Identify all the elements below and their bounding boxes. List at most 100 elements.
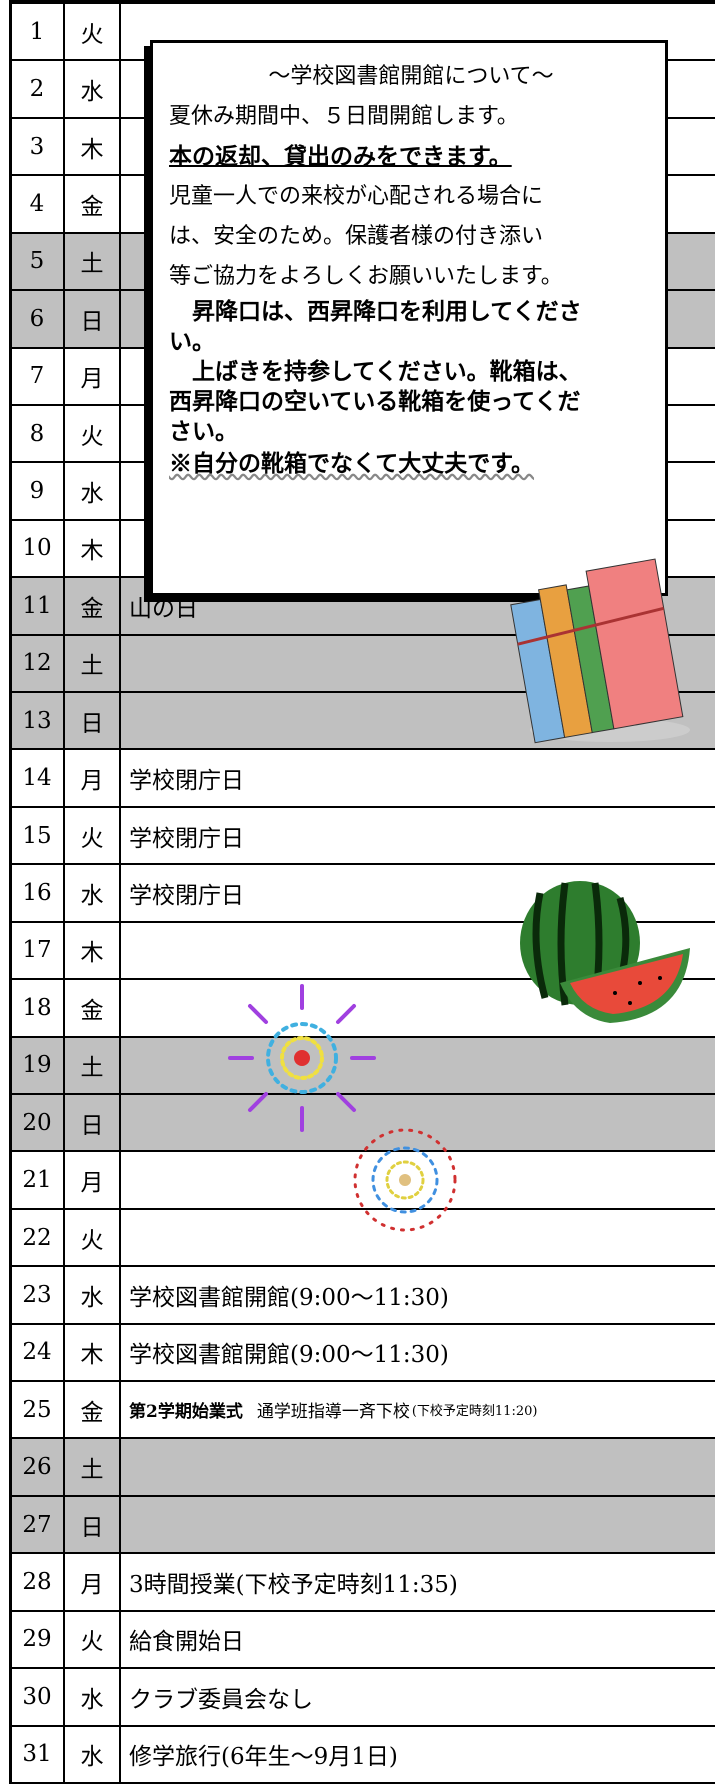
calendar-row: 28 月 3時間授業(下校予定時刻11:35) [11, 1554, 715, 1612]
weekday-cell: 水 [65, 1267, 121, 1323]
weekday-cell: 月 [65, 1554, 121, 1610]
weekday-cell: 木 [65, 520, 121, 577]
day-cell: 13 [11, 693, 65, 749]
day-cell: 18 [11, 980, 65, 1036]
weekday-cell: 日 [65, 291, 121, 347]
weekday-cell: 水 [65, 463, 121, 519]
day-cell: 23 [11, 1267, 65, 1323]
library-notice: ～学校図書館開館について～ 夏休み期間中、５日間開館します。 本の返却、貸出のみをで… [150, 40, 668, 596]
weekday-cell: 日 [65, 1094, 121, 1151]
weekday-cell: 木 [65, 118, 121, 175]
day-cell: 16 [11, 865, 65, 921]
weekday-cell: 火 [65, 4, 121, 60]
day-cell: 26 [11, 1439, 65, 1495]
weekday-cell: 土 [65, 233, 121, 290]
weekday-cell: 火 [65, 1611, 121, 1668]
notice-line: 昇降口は、西昇降口を利用してくださ [169, 298, 582, 325]
weekday-cell: 金 [65, 1382, 121, 1438]
notice-line: 等ご協力をよろしくお願いいたします。 [169, 264, 563, 289]
day-cell: 27 [11, 1496, 65, 1553]
day-cell: 2 [11, 61, 65, 117]
notice-line: ～学校図書館開館について～ [268, 64, 554, 89]
weekday-cell: 水 [65, 1726, 121, 1782]
weekday-cell: 金 [65, 980, 121, 1036]
day-cell: 7 [11, 348, 65, 404]
day-cell: 11 [11, 578, 65, 634]
event-cell: 山の日 [129, 595, 198, 622]
day-cell: 24 [11, 1324, 65, 1381]
day-cell: 12 [11, 635, 65, 692]
event-cell: 学校図書館開館(9:00～11:30) [129, 1342, 449, 1369]
event-part: (下校予定時刻11:20) [411, 1404, 538, 1420]
calendar-row: 14 月学校閉庁日 [11, 750, 715, 808]
day-cell: 15 [11, 807, 65, 864]
event-part: 通学班指導一斉下校 [256, 1402, 410, 1423]
weekday-cell: 水 [65, 1669, 121, 1725]
event-cell: 給食開始日 [129, 1629, 244, 1656]
day-cell: 6 [11, 291, 65, 347]
fireworks-illustration [228, 984, 457, 1232]
calendar-row: 24 木学校図書館開館(9:00～11:30) [11, 1324, 715, 1383]
event-cell: 学校閉庁日 [129, 882, 244, 909]
calendar-row: 29 火給食開始日 [11, 1611, 715, 1670]
event-cell: クラブ委員会なし [129, 1686, 313, 1713]
day-cell: 22 [11, 1209, 65, 1266]
event-cell [121, 1439, 715, 1494]
notice-line: 西昇降口の空いている靴箱を使ってくだ [169, 388, 581, 415]
weekday-cell: 火 [65, 807, 121, 864]
notice-line: 児童一人での来校が心配される場合に [169, 184, 544, 209]
notice-line: 夏休み期間中、５日間開館します。 [169, 104, 519, 129]
event-cell: 学校図書館開館(9:00～11:30) [129, 1284, 449, 1311]
weekday-cell: 火 [65, 1209, 121, 1266]
books-illustration [510, 558, 690, 744]
day-cell: 8 [11, 405, 65, 462]
day-cell: 4 [11, 176, 65, 232]
weekday-cell: 金 [65, 176, 121, 232]
calendar-row: 15 火学校閉庁日 [11, 807, 715, 866]
calendar-row: 30 水クラブ委員会なし [11, 1669, 715, 1727]
watermelon-illustration [520, 881, 690, 1023]
calendar-row: 19 土 [11, 1037, 715, 1095]
calendar-row: 21 月 [11, 1152, 715, 1210]
calendar-row: 17 木 [11, 922, 715, 981]
weekday-cell: 月 [65, 348, 121, 404]
calendar-row: 22 火 [11, 1209, 715, 1268]
weekday-cell: 木 [65, 1324, 121, 1381]
event-cell: 第2学期始業式 通学班指導一斉下校 (下校予定時刻11:20) [121, 1382, 715, 1437]
weekday-cell: 火 [65, 405, 121, 462]
day-cell: 25 [11, 1382, 65, 1438]
weekday-cell: 木 [65, 922, 121, 979]
day-cell: 14 [11, 750, 65, 806]
calendar-row: 25 金第2学期始業式 通学班指導一斉下校 (下校予定時刻11:20) [11, 1382, 715, 1440]
calendar-row: 18 金 [11, 980, 715, 1038]
day-cell: 20 [11, 1094, 65, 1151]
day-cell: 29 [11, 1611, 65, 1668]
weekday-cell: 月 [65, 1152, 121, 1208]
day-cell: 3 [11, 118, 65, 175]
day-cell: 21 [11, 1152, 65, 1208]
event-cell [121, 1497, 715, 1552]
notice-line: い。 [169, 328, 215, 355]
calendar-row: 26 土 [11, 1439, 715, 1497]
weekday-cell: 土 [65, 1037, 121, 1093]
day-cell: 30 [11, 1669, 65, 1725]
event-cell: 学校閉庁日 [129, 825, 244, 852]
day-cell: 10 [11, 520, 65, 577]
event-part: 第2学期始業式 [129, 1402, 243, 1423]
notice-line: ※自分の靴箱でなくて大丈夫です。 [169, 450, 535, 477]
notice-line: 上ばきを持参してください。靴箱は、 [169, 358, 582, 385]
calendar-row: 27 日 [11, 1496, 715, 1555]
calendar-row: 23 水学校図書館開館(9:00～11:30) [11, 1267, 715, 1325]
day-cell: 17 [11, 922, 65, 979]
weekday-cell: 月 [65, 750, 121, 806]
day-cell: 28 [11, 1554, 65, 1610]
event-cell: 修学旅行(6年生～9月1日) [129, 1744, 398, 1771]
calendar-row: 31 水修学旅行(6年生～9月1日) [11, 1726, 715, 1784]
calendar-row: 16 水学校閉庁日 [11, 865, 715, 923]
weekday-cell: 日 [65, 693, 121, 749]
weekday-cell: 日 [65, 1496, 121, 1553]
day-cell: 1 [11, 4, 65, 60]
day-cell: 31 [11, 1726, 65, 1782]
notice-line: 本の返却、貸出のみをできます。 [169, 143, 512, 170]
